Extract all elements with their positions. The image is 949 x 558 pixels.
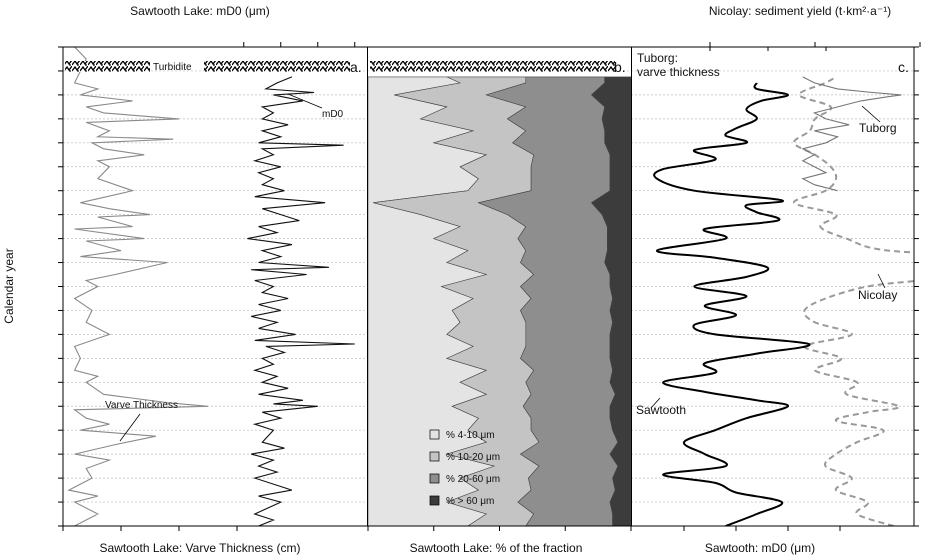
legend: % 4-10 μm % 10-20 μm % 20-60 μm % > 60 μ… — [429, 429, 500, 507]
legend-label: % 10-20 μm — [446, 452, 500, 463]
stacked-area-4 — [591, 76, 631, 526]
nicolay-leader — [877, 273, 886, 289]
tuborg-leader — [861, 105, 881, 123]
md0-leader — [287, 93, 323, 109]
nicolay-label: Nicolay — [858, 288, 897, 302]
legend-label: % 4-10 μm — [446, 430, 495, 441]
legend-swatch — [429, 429, 440, 440]
legend-swatch — [429, 473, 440, 484]
legend-item: % 10-20 μm — [429, 451, 500, 463]
legend-label: % 20-60 μm — [446, 474, 500, 485]
panel-b-letter: b. — [614, 59, 626, 75]
legend-swatch — [429, 451, 440, 462]
tuborg-label: Tuborg — [859, 121, 897, 135]
turbidite-band-right — [204, 61, 350, 72]
panel-a-top-axis-title: Sawtooth Lake: mD0 (μm) — [130, 4, 270, 18]
sawtooth-line — [653, 82, 811, 526]
panel-c-letter: c. — [898, 59, 909, 75]
legend-item: % > 60 μm — [429, 495, 494, 507]
turbidite-band-b — [370, 61, 615, 72]
sawtooth-label: Sawtooth — [636, 403, 686, 417]
varve-label: Varve Thickness — [105, 400, 178, 411]
sawtooth-leader — [650, 397, 661, 409]
panel-a-letter: a. — [350, 59, 362, 75]
tuborg-line — [801, 76, 902, 192]
legend-swatch — [429, 495, 440, 506]
y-axis-title: Calendar year — [2, 248, 16, 323]
legend-label: % > 60 μm — [446, 496, 494, 507]
turbidite-band-left — [65, 61, 150, 72]
varve-thickness-line — [67, 47, 209, 526]
legend-item: % 4-10 μm — [429, 429, 495, 441]
legend-item: % 20-60 μm — [429, 473, 500, 485]
panel-b-bottom-axis-title: Sawtooth Lake: % of the fraction — [410, 541, 583, 555]
panel-b: b. % 4-10 μm % 10-20 μm % 20-60 μm % > 6… — [368, 59, 631, 555]
panel-a-bottom-axis-title: Sawtooth Lake: Varve Thickness (cm) — [100, 541, 301, 555]
panel-c-bottom-axis-title: Sawtooth: mD0 (μm) — [705, 541, 815, 555]
axes — [58, 42, 921, 531]
turbidite-label: Turbidite — [153, 62, 192, 73]
md0-line — [247, 76, 355, 526]
tuborg-axis-title-1: Tuborg: — [637, 51, 678, 65]
panel-c: c. Tuborg: varve thickness Tuborg Nicola… — [636, 4, 914, 555]
md0-label: mD0 — [322, 109, 344, 120]
varve-leader — [119, 413, 141, 442]
tuborg-axis-title-2: varve thickness — [637, 65, 720, 79]
panel-a: Turbidite a. mD0 Varve Thickness Sawtoot… — [65, 4, 362, 555]
panel-c-top-axis-title: Nicolay: sediment yield (t·km²·a⁻¹) — [709, 4, 891, 18]
